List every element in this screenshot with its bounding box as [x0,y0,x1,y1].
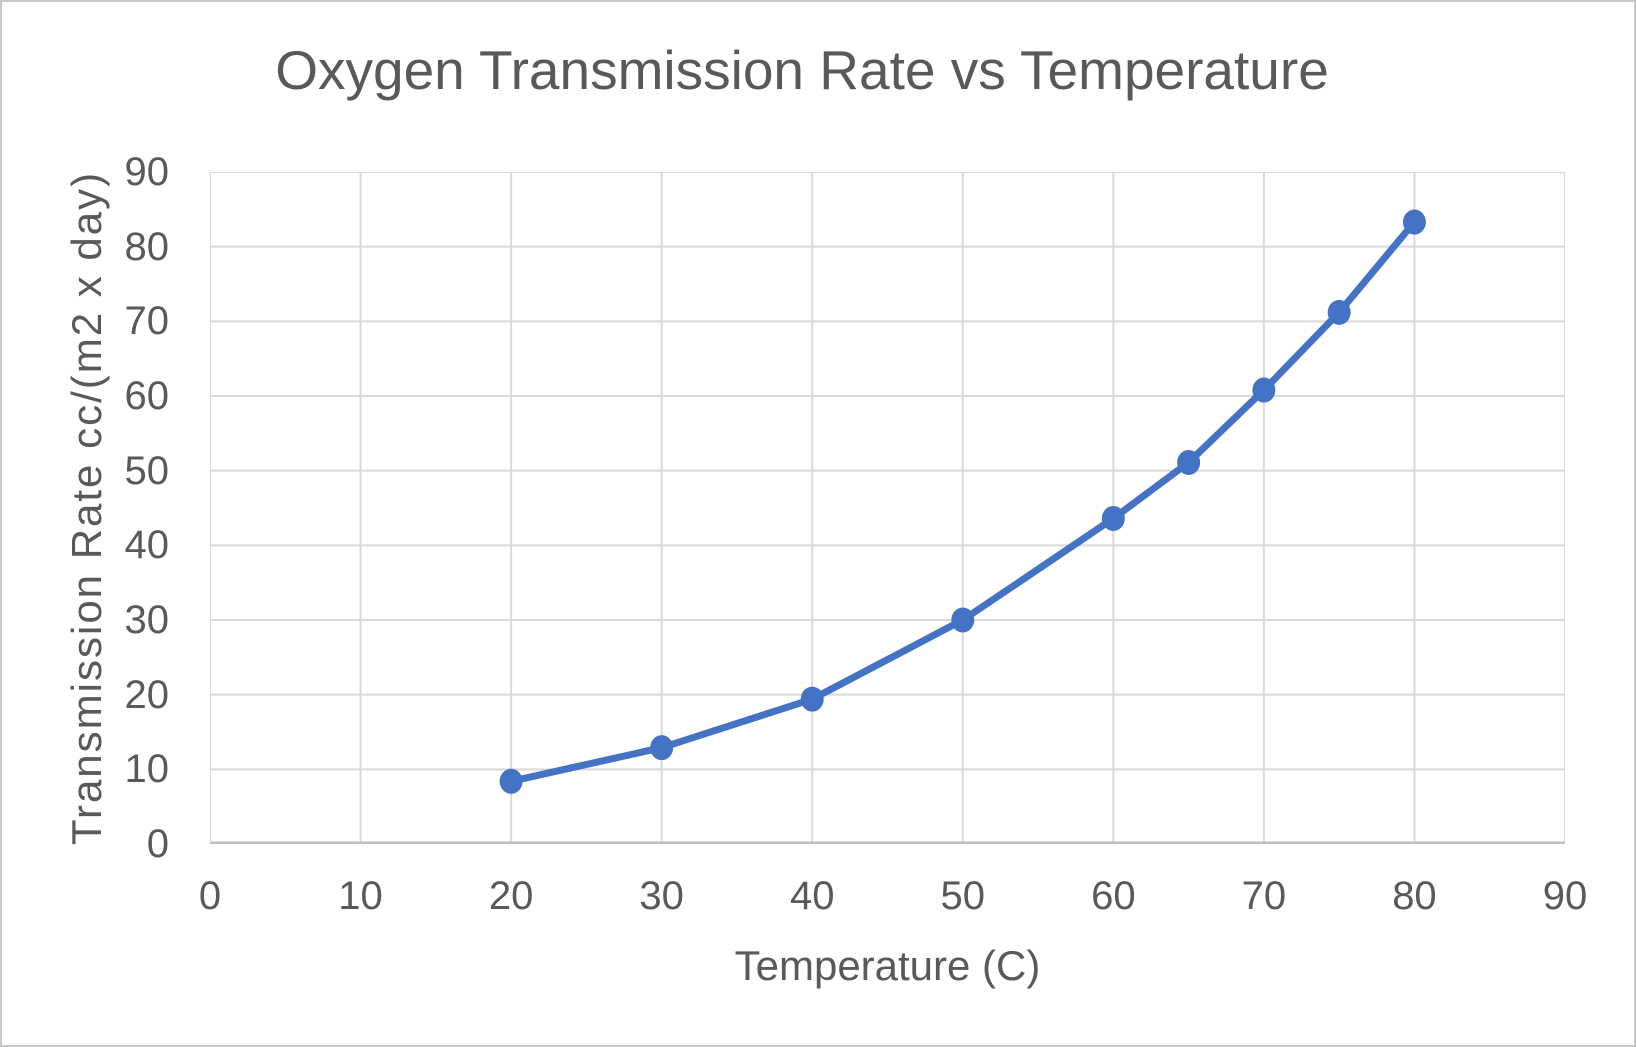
x-axis-title: Temperature (C) [734,942,1041,989]
y-tick-label: 50 [124,448,170,493]
x-tick-label: 90 [1542,874,1588,918]
data-point [1177,449,1201,475]
y-tick-label: 70 [124,299,170,344]
y-tick-label: 0 [146,822,169,866]
y-tick-label: 30 [124,598,170,642]
x-tick-label: 50 [940,874,986,918]
y-tick-label: 40 [124,523,170,568]
data-point [1402,209,1426,235]
x-tick-label: 0 [198,874,222,918]
x-tick-label: 10 [338,874,383,918]
data-point [650,735,674,761]
y-tick-label: 20 [124,672,170,717]
x-tick-label: 70 [1241,874,1287,918]
x-tick-label: 80 [1392,874,1437,918]
x-tick-label: 40 [789,874,835,918]
data-point [499,768,523,794]
data-point [1252,377,1276,403]
y-tick-label: 90 [124,150,170,194]
data-point [1327,299,1351,325]
x-tick-label: 20 [488,874,534,918]
y-axis-title-text: Transmission Rate cc/(m2 x day) [63,170,110,846]
data-point [800,686,824,712]
x-tick-label: 60 [1091,874,1136,918]
chart-title: Oxygen Transmission Rate vs Temperature [275,39,1329,101]
data-point [951,607,975,633]
y-tick-label: 10 [124,747,170,792]
x-tick-label: 30 [639,874,684,918]
y-tick-label: 60 [124,374,170,418]
y-tick-label: 80 [124,224,170,269]
plot-area [210,172,1565,844]
data-point [1101,505,1125,531]
